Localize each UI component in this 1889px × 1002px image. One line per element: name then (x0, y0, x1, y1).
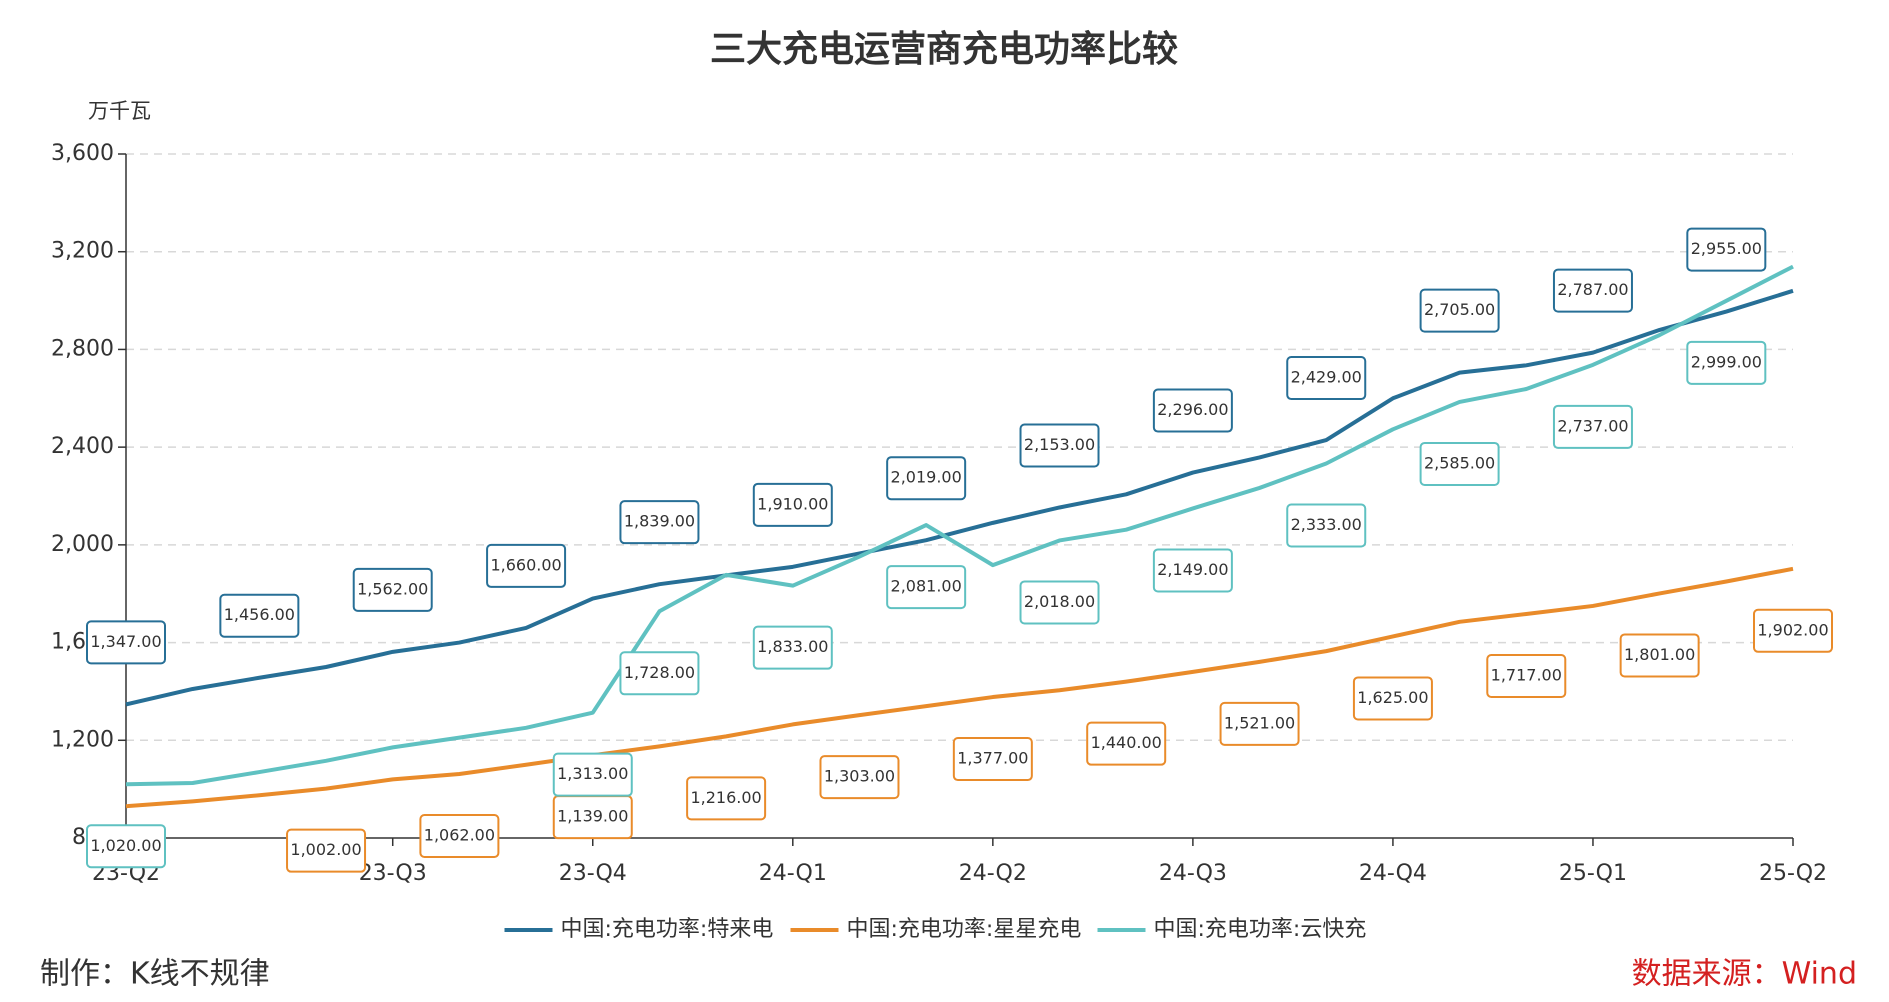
data-label: 2,019.00 (891, 468, 962, 487)
x-tick-label: 24-Q1 (759, 861, 827, 886)
data-label: 2,787.00 (1557, 280, 1628, 299)
y-tick-label: 3,200 (51, 239, 114, 264)
y-tick-label: 2,400 (51, 434, 114, 459)
label-box (1419, 288, 1500, 333)
label-box (1486, 653, 1567, 698)
data-label: 2,296.00 (1157, 400, 1228, 419)
label-box (352, 567, 433, 612)
data-label: 2,737.00 (1557, 416, 1628, 435)
data-label: 1,625.00 (1357, 688, 1428, 707)
data-label: 2,585.00 (1424, 453, 1495, 472)
label-box (1152, 388, 1233, 433)
legend-label: 中国:充电功率:云快充 (1154, 917, 1367, 942)
x-tick-label: 23-Q3 (359, 861, 427, 886)
label-box (1552, 268, 1633, 313)
label-box (1019, 423, 1100, 468)
label-box (686, 776, 767, 821)
x-tick-label: 24-Q4 (1359, 861, 1427, 886)
x-tick-label: 23-Q4 (559, 861, 627, 886)
legend-label: 中国:充电功率:特来电 (561, 917, 774, 942)
y-tick-label: 2,000 (51, 532, 114, 557)
data-label: 1,062.00 (424, 825, 495, 844)
label-box (819, 755, 900, 800)
label-box (1219, 701, 1300, 746)
series-line (125, 264, 1794, 787)
label-box (1152, 548, 1233, 593)
series-line (125, 566, 1794, 809)
label-box (752, 625, 833, 670)
data-label: 1,440.00 (1091, 733, 1162, 752)
data-label: 1,902.00 (1757, 620, 1828, 639)
label-box (1686, 227, 1767, 272)
y-tick-label: 1,200 (51, 727, 114, 752)
data-label: 1,801.00 (1624, 645, 1695, 664)
data-label: 1,020.00 (90, 836, 161, 855)
series-line (125, 288, 1794, 707)
legend-label: 中国:充电功率:星星充电 (847, 917, 1082, 942)
label-box (1086, 721, 1167, 766)
label-box (886, 565, 967, 610)
label-box (1286, 356, 1367, 401)
data-label: 1,839.00 (624, 512, 695, 531)
x-tick-label: 24-Q2 (959, 861, 1027, 886)
x-tick-label: 25-Q1 (1559, 861, 1627, 886)
data-label: 1,717.00 (1491, 665, 1562, 684)
data-label: 1,377.00 (957, 749, 1028, 768)
data-label: 2,999.00 (1691, 352, 1762, 371)
data-label: 2,149.00 (1157, 560, 1228, 579)
label-box (619, 651, 700, 696)
label-box (1753, 608, 1833, 653)
footer-right: 数据来源：Wind (1632, 957, 1857, 992)
data-label: 2,705.00 (1424, 300, 1495, 319)
data-label: 1,833.00 (757, 637, 828, 656)
data-label: 2,955.00 (1691, 239, 1762, 258)
y-tick-label: 2,800 (51, 336, 114, 361)
label-box (486, 543, 567, 588)
label-box (952, 737, 1033, 782)
data-label: 2,333.00 (1291, 515, 1362, 534)
data-label: 1,303.00 (824, 767, 895, 786)
y-axis-label: 万千瓦 (88, 99, 151, 123)
y-tick-label: 3,600 (51, 141, 114, 166)
label-box (552, 752, 633, 797)
data-label: 1,313.00 (557, 764, 628, 783)
data-label: 1,521.00 (1224, 713, 1295, 732)
label-box (1686, 340, 1767, 385)
data-label: 1,562.00 (357, 579, 428, 598)
data-label: 1,216.00 (690, 788, 761, 807)
label-box (1552, 404, 1633, 449)
data-label: 1,347.00 (90, 632, 161, 651)
x-tick-label: 25-Q2 (1759, 861, 1827, 886)
label-box (619, 500, 700, 545)
label-box (1019, 580, 1100, 625)
label-box (752, 482, 833, 527)
data-label: 2,153.00 (1024, 435, 1095, 454)
label-box (1419, 441, 1500, 486)
data-label: 1,728.00 (624, 663, 695, 682)
label-box (886, 456, 967, 501)
x-tick-label: 24-Q3 (1159, 861, 1227, 886)
data-label: 1,660.00 (490, 555, 561, 574)
label-box (86, 824, 166, 869)
chart-title: 三大充电运营商充电功率比较 (710, 29, 1178, 70)
label-box (1352, 676, 1433, 721)
label-box (1619, 633, 1700, 678)
label-box (219, 593, 300, 638)
label-box (419, 813, 500, 858)
data-label: 1,139.00 (557, 807, 628, 826)
data-label: 2,081.00 (891, 577, 962, 596)
data-label: 2,429.00 (1291, 368, 1362, 387)
data-label: 1,456.00 (224, 605, 295, 624)
label-box (286, 828, 367, 873)
label-box (86, 620, 166, 665)
footer-left: 制作：K线不规律 (40, 957, 270, 992)
data-label: 1,910.00 (757, 494, 828, 513)
data-label: 1,002.00 (290, 840, 361, 859)
data-label: 2,018.00 (1024, 592, 1095, 611)
label-box (1286, 503, 1367, 548)
